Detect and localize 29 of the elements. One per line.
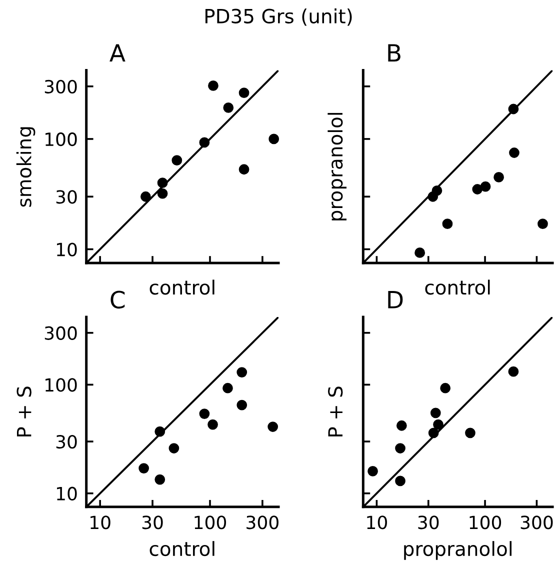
y-tick-label: 30 (56, 190, 77, 204)
x-axis-title: control (150, 541, 214, 556)
y-axis-title: P + S (328, 386, 343, 436)
y-tick-label: 10 (57, 242, 77, 256)
y-axis-title: P + S (16, 386, 32, 436)
chart-title: PD35 Grs (unit) (205, 8, 352, 26)
y-tick-label: 30 (56, 434, 77, 449)
x-tick-label: 10 (367, 516, 387, 530)
x-axis-title: propranolol (404, 541, 512, 560)
y-tick-label: 100 (46, 378, 77, 392)
x-tick-label: 300 (246, 516, 278, 530)
y-tick-label: 300 (44, 326, 77, 340)
text: B (388, 44, 400, 62)
x-tick-label: 30 (418, 516, 439, 530)
x-axis-title: control (150, 280, 214, 295)
x-tick-label: 10 (90, 516, 110, 530)
y-axis-title: propranolol (328, 112, 346, 220)
x-tick-label: 30 (142, 516, 163, 530)
x-tick-label: 100 (194, 516, 226, 530)
text: A (110, 44, 126, 62)
y-axis-title: smoking (16, 127, 36, 207)
y-tick-label: 300 (44, 80, 77, 94)
text: C (110, 290, 125, 309)
y-tick-label: 100 (46, 132, 77, 146)
x-tick-label: 100 (470, 516, 502, 530)
y-tick-label: 10 (57, 486, 77, 500)
x-tick-label: 300 (520, 516, 553, 530)
text: D (388, 291, 403, 308)
x-axis-title: control (425, 280, 490, 295)
